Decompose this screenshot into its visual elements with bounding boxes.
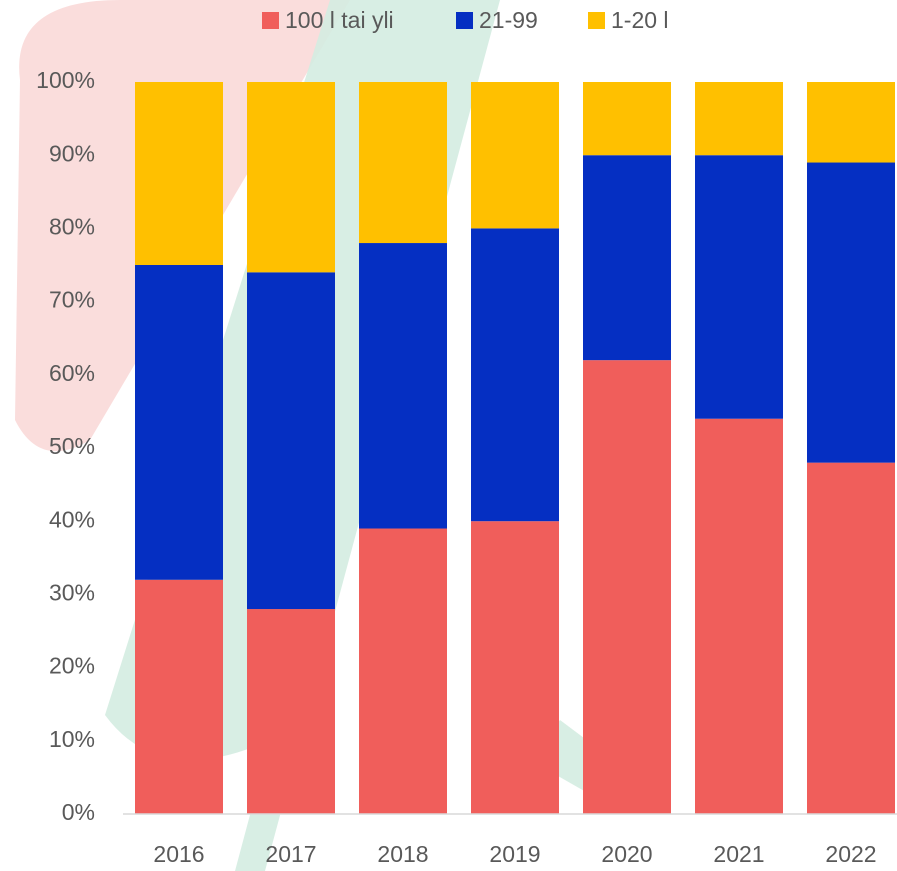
x-tick-label: 2017 — [265, 841, 316, 867]
bar-segment — [583, 360, 671, 814]
bar-segment — [807, 82, 895, 163]
y-tick-label: 70% — [49, 287, 95, 313]
bar-segment — [583, 155, 671, 360]
x-tick-label: 2016 — [153, 841, 204, 867]
y-tick-label: 60% — [49, 360, 95, 386]
x-tick-label: 2020 — [601, 841, 652, 867]
bar-segment — [695, 419, 783, 814]
chart: 0% 10% 20% 30% 40% 50% 60% 70% 80% 90% 100% 2016 201… — [0, 0, 897, 871]
legend-label: 100 l tai yli — [285, 7, 394, 33]
bar-segment — [135, 580, 223, 814]
legend-swatch — [262, 12, 279, 29]
legend-label: 1-20 l — [611, 7, 669, 33]
y-tick-label: 20% — [49, 653, 95, 679]
y-tick-label: 80% — [49, 213, 95, 239]
x-tick-label: 2022 — [825, 841, 876, 867]
bar-segment — [695, 82, 783, 155]
legend-swatch — [456, 12, 473, 29]
bar-segment — [359, 529, 447, 814]
bar-segment — [583, 82, 671, 155]
y-tick-label: 50% — [49, 433, 95, 459]
x-tick-label: 2021 — [713, 841, 764, 867]
bar-segment — [247, 272, 335, 609]
legend-label: 21-99 — [479, 7, 538, 33]
bar-segment — [247, 82, 335, 272]
bar-segment — [695, 155, 783, 419]
bar-segment — [807, 163, 895, 463]
bar-segment — [135, 82, 223, 265]
x-tick-label: 2018 — [377, 841, 428, 867]
bar-segment — [247, 609, 335, 814]
bar-segment — [807, 463, 895, 814]
y-tick-label: 10% — [49, 726, 95, 752]
x-tick-label: 2019 — [489, 841, 540, 867]
bar-segment — [471, 82, 559, 228]
bar-segment — [359, 82, 447, 243]
y-tick-label: 100% — [36, 67, 95, 93]
bar-segment — [359, 243, 447, 528]
y-tick-label: 30% — [49, 579, 95, 605]
bar-segment — [471, 228, 559, 521]
bar-segment — [471, 521, 559, 814]
legend-swatch — [588, 12, 605, 29]
bar-segment — [135, 265, 223, 580]
y-tick-label: 40% — [49, 506, 95, 532]
y-tick-label: 90% — [49, 140, 95, 166]
y-tick-label: 0% — [62, 799, 95, 825]
